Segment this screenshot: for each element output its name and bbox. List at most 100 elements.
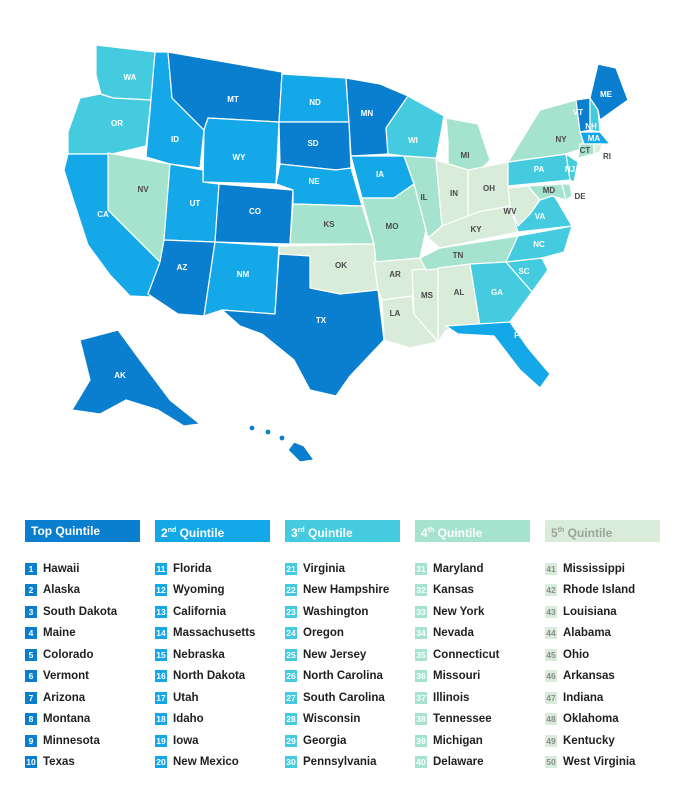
rank-badge: 22 — [285, 584, 297, 597]
rank-badge: 4 — [25, 627, 37, 640]
legend-item: 31 Maryland — [415, 558, 530, 580]
legend-header-q5: 5th Quintile — [545, 520, 660, 542]
state-name: Nevada — [433, 627, 474, 640]
state-WY — [202, 117, 280, 185]
legend-item: 14 Massachusetts — [155, 623, 270, 645]
rank-badge: 28 — [285, 713, 297, 726]
rank-badge: 6 — [25, 670, 37, 683]
legend-item: 17 Utah — [155, 687, 270, 709]
state-name: Michigan — [433, 734, 483, 747]
state-MI — [445, 117, 491, 173]
label-GA: GA — [491, 288, 503, 297]
legend-item: 2 Alaska — [25, 580, 140, 602]
state-name: Nebraska — [173, 648, 225, 661]
state-AK — [71, 329, 201, 427]
rank-badge: 25 — [285, 648, 297, 661]
rank-badge: 49 — [545, 734, 557, 747]
legend-item: 33 New York — [415, 601, 530, 623]
state-name: Oregon — [303, 627, 344, 640]
label-ME: ME — [600, 90, 613, 99]
label-IA: IA — [376, 170, 384, 179]
rank-badge: 11 — [155, 562, 167, 575]
state-name: Montana — [43, 713, 91, 726]
label-HI: HI — [273, 445, 281, 454]
label-CT: CT — [580, 146, 591, 155]
rank-badge: 2 — [25, 584, 37, 597]
state-name: Iowa — [173, 734, 199, 747]
state-name: Kentucky — [563, 734, 615, 747]
label-AL: AL — [454, 288, 465, 297]
state-DE — [561, 183, 573, 201]
state-HI-island — [248, 424, 256, 432]
label-KY: KY — [470, 225, 482, 234]
rank-badge: 42 — [545, 584, 557, 597]
label-UT: UT — [190, 199, 201, 208]
legend-item: 11 Florida — [155, 558, 270, 580]
state-name: Delaware — [433, 756, 484, 769]
legend-item: 23 Washington — [285, 601, 400, 623]
state-name: Kansas — [433, 584, 474, 597]
legend-item: 12 Wyoming — [155, 580, 270, 602]
legend-item: 13 California — [155, 601, 270, 623]
rank-badge: 37 — [415, 691, 427, 704]
label-NJ: NJ — [565, 165, 575, 174]
rank-badge: 9 — [25, 734, 37, 747]
state-HI-island — [264, 428, 272, 436]
rank-badge: 31 — [415, 562, 427, 575]
state-name: Illinois — [433, 691, 470, 704]
state-NJ — [565, 153, 579, 183]
state-name: Alaska — [43, 584, 81, 597]
state-name: New Mexico — [173, 756, 239, 769]
legend-item: 32 Kansas — [415, 580, 530, 602]
state-name: North Carolina — [303, 670, 383, 683]
state-MD — [527, 183, 567, 201]
legend-item: 29 Georgia — [285, 730, 400, 752]
legend-item: 5 Colorado — [25, 644, 140, 666]
rank-badge: 33 — [415, 605, 427, 618]
rank-badge: 34 — [415, 627, 427, 640]
state-name: Arkansas — [563, 670, 615, 683]
legend-item: 26 North Carolina — [285, 666, 400, 688]
state-NC — [505, 225, 573, 263]
label-OR: OR — [111, 119, 123, 128]
legend-item: 39 Michigan — [415, 730, 530, 752]
legend-item: 36 Missouri — [415, 666, 530, 688]
label-SC: SC — [518, 267, 529, 276]
rank-badge: 24 — [285, 627, 297, 640]
state-name: West Virginia — [563, 756, 636, 769]
legend-header-q1: Top Quintile — [25, 520, 140, 542]
label-AR: AR — [389, 270, 401, 279]
legend-item: 3 South Dakota — [25, 601, 140, 623]
label-AZ: AZ — [177, 263, 188, 272]
rank-badge: 45 — [545, 648, 557, 661]
state-GA — [469, 261, 533, 327]
label-NY: NY — [555, 135, 567, 144]
label-MO: MO — [386, 222, 399, 231]
state-name: Louisiana — [563, 605, 617, 618]
state-name: Wisconsin — [303, 713, 361, 726]
state-name: Georgia — [303, 734, 347, 747]
state-OR — [67, 93, 152, 155]
state-name: Missouri — [433, 670, 481, 683]
legend-header-q3: 3rd Quintile — [285, 520, 400, 542]
label-OK: OK — [335, 261, 347, 270]
legend-column-1: Top Quintile 1 Hawaii 2 Alaska 3 South Dakota 4… — [25, 520, 140, 773]
label-RI: RI — [603, 152, 611, 161]
legend-column-2: 2nd Quintile 11 Florida 12 Wyoming 13 Californ… — [155, 520, 270, 773]
legend-item: 30 Pennsylvania — [285, 752, 400, 774]
legend-column-3: 3rd Quintile 21 Virginia 22 New Hampshire 23 W… — [285, 520, 400, 773]
label-VA: VA — [535, 212, 546, 221]
state-name: California — [173, 605, 227, 618]
label-ND: ND — [309, 98, 321, 107]
legend-item: 43 Louisiana — [545, 601, 660, 623]
state-name: Indiana — [563, 691, 604, 704]
state-name: New Jersey — [303, 648, 367, 661]
legend-item: 37 Illinois — [415, 687, 530, 709]
state-name: Arizona — [43, 691, 86, 704]
state-name: Florida — [173, 562, 212, 575]
label-WY: WY — [233, 153, 247, 162]
state-name: Oklahoma — [563, 713, 619, 726]
label-VT: VT — [573, 108, 583, 117]
rank-badge: 19 — [155, 734, 167, 747]
state-TX — [221, 253, 385, 397]
